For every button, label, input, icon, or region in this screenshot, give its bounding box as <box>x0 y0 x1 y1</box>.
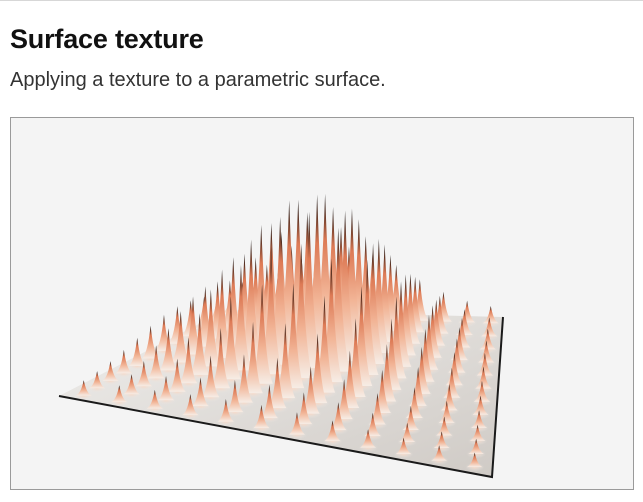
surface-spike <box>472 380 492 407</box>
surface-spike <box>431 431 452 453</box>
surface-spike <box>109 385 129 407</box>
surface-spike <box>199 355 222 402</box>
surface-spike <box>145 345 167 383</box>
surface-spike <box>87 371 107 393</box>
surface-viewport[interactable] <box>10 117 634 490</box>
surface-spike <box>465 452 485 472</box>
surface-edge <box>58 316 504 479</box>
surface-spike <box>177 337 200 389</box>
surface-canvas[interactable] <box>11 118 633 489</box>
surface-spike <box>127 337 148 371</box>
surface-spike <box>166 358 188 397</box>
top-divider <box>0 0 643 1</box>
surface-spike <box>434 416 455 440</box>
surface-spike <box>155 376 177 405</box>
surface-spike <box>145 389 165 413</box>
surface-spike <box>190 377 211 411</box>
surface-spike <box>287 412 307 439</box>
surface-spike <box>322 420 343 446</box>
surface-spike <box>469 410 489 433</box>
surface-spike <box>224 379 246 417</box>
surface-spike <box>480 305 501 328</box>
surface-spike <box>466 438 486 459</box>
surface-spike <box>74 380 94 400</box>
surface-spike <box>100 361 121 386</box>
surface-spike <box>166 306 188 349</box>
surface-spike <box>140 325 162 364</box>
surface-spike <box>470 395 491 420</box>
surface-spike <box>157 328 180 376</box>
surface-spike <box>215 398 236 426</box>
surface-spike <box>467 424 488 446</box>
surface-spike <box>439 384 460 415</box>
surface-spike <box>436 400 457 428</box>
page-title: Surface texture <box>10 24 204 54</box>
surface-spike <box>251 404 272 433</box>
surface-spike <box>457 300 478 327</box>
surface-spike <box>180 394 201 420</box>
page-subtitle: Applying a texture to a parametric surfa… <box>10 69 386 91</box>
surface-spike <box>121 374 142 399</box>
surface-spike <box>133 360 154 391</box>
surface-spike <box>429 445 449 465</box>
surface-spike <box>113 349 134 378</box>
surface-spike <box>393 437 414 459</box>
surface-spike <box>358 429 378 452</box>
